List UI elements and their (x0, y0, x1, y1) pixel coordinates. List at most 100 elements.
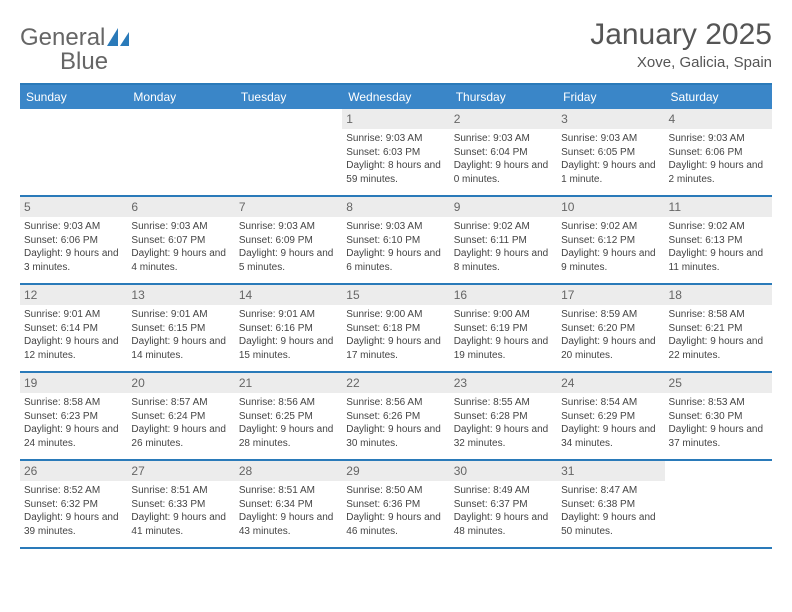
sunset-text: Sunset: 6:21 PM (669, 322, 768, 336)
day-number: 15 (342, 285, 449, 305)
sunset-text: Sunset: 6:23 PM (24, 410, 123, 424)
day-number: 12 (20, 285, 127, 305)
day-number: 9 (450, 197, 557, 217)
daylight-text: Daylight: 9 hours and 32 minutes. (454, 423, 553, 450)
sunset-text: Sunset: 6:28 PM (454, 410, 553, 424)
sunrise-text: Sunrise: 9:03 AM (239, 220, 338, 234)
daylight-text: Daylight: 9 hours and 14 minutes. (131, 335, 230, 362)
day-cell (235, 109, 342, 195)
sunrise-text: Sunrise: 9:03 AM (131, 220, 230, 234)
sunset-text: Sunset: 6:13 PM (669, 234, 768, 248)
sunset-text: Sunset: 6:09 PM (239, 234, 338, 248)
calendar: Sunday Monday Tuesday Wednesday Thursday… (20, 83, 772, 549)
sunrise-text: Sunrise: 9:03 AM (346, 220, 445, 234)
weekday-col: Monday (127, 85, 234, 109)
sunrise-text: Sunrise: 9:03 AM (454, 132, 553, 146)
day-cell: 13Sunrise: 9:01 AMSunset: 6:15 PMDayligh… (127, 285, 234, 371)
day-cell: 2Sunrise: 9:03 AMSunset: 6:04 PMDaylight… (450, 109, 557, 195)
sunset-text: Sunset: 6:16 PM (239, 322, 338, 336)
day-cell: 14Sunrise: 9:01 AMSunset: 6:16 PMDayligh… (235, 285, 342, 371)
day-number: 21 (235, 373, 342, 393)
sunset-text: Sunset: 6:37 PM (454, 498, 553, 512)
day-number: 18 (665, 285, 772, 305)
day-number: 2 (450, 109, 557, 129)
sunrise-text: Sunrise: 8:50 AM (346, 484, 445, 498)
sunset-text: Sunset: 6:30 PM (669, 410, 768, 424)
sunrise-text: Sunrise: 8:51 AM (131, 484, 230, 498)
day-cell (20, 109, 127, 195)
week-row: 26Sunrise: 8:52 AMSunset: 6:32 PMDayligh… (20, 461, 772, 549)
daylight-text: Daylight: 9 hours and 34 minutes. (561, 423, 660, 450)
day-cell: 3Sunrise: 9:03 AMSunset: 6:05 PMDaylight… (557, 109, 664, 195)
sunrise-text: Sunrise: 9:00 AM (454, 308, 553, 322)
day-number: 22 (342, 373, 449, 393)
sunset-text: Sunset: 6:04 PM (454, 146, 553, 160)
daylight-text: Daylight: 9 hours and 22 minutes. (669, 335, 768, 362)
sunset-text: Sunset: 6:38 PM (561, 498, 660, 512)
sunset-text: Sunset: 6:20 PM (561, 322, 660, 336)
sunrise-text: Sunrise: 9:01 AM (24, 308, 123, 322)
sail-icon (107, 28, 129, 48)
brand-logo: General Blue (20, 24, 129, 52)
sunrise-text: Sunrise: 8:55 AM (454, 396, 553, 410)
daylight-text: Daylight: 8 hours and 59 minutes. (346, 159, 445, 186)
day-cell: 9Sunrise: 9:02 AMSunset: 6:11 PMDaylight… (450, 197, 557, 283)
week-row: 5Sunrise: 9:03 AMSunset: 6:06 PMDaylight… (20, 197, 772, 285)
sunset-text: Sunset: 6:11 PM (454, 234, 553, 248)
sunset-text: Sunset: 6:32 PM (24, 498, 123, 512)
sunset-text: Sunset: 6:29 PM (561, 410, 660, 424)
daylight-text: Daylight: 9 hours and 28 minutes. (239, 423, 338, 450)
sunrise-text: Sunrise: 9:02 AM (669, 220, 768, 234)
day-cell: 20Sunrise: 8:57 AMSunset: 6:24 PMDayligh… (127, 373, 234, 459)
sunset-text: Sunset: 6:03 PM (346, 146, 445, 160)
sunrise-text: Sunrise: 9:02 AM (561, 220, 660, 234)
week-row: 19Sunrise: 8:58 AMSunset: 6:23 PMDayligh… (20, 373, 772, 461)
sunset-text: Sunset: 6:07 PM (131, 234, 230, 248)
week-row: 1Sunrise: 9:03 AMSunset: 6:03 PMDaylight… (20, 109, 772, 197)
sunrise-text: Sunrise: 9:03 AM (669, 132, 768, 146)
day-cell: 12Sunrise: 9:01 AMSunset: 6:14 PMDayligh… (20, 285, 127, 371)
daylight-text: Daylight: 9 hours and 50 minutes. (561, 511, 660, 538)
weekday-col: Saturday (665, 85, 772, 109)
day-number: 6 (127, 197, 234, 217)
daylight-text: Daylight: 9 hours and 41 minutes. (131, 511, 230, 538)
daylight-text: Daylight: 9 hours and 24 minutes. (24, 423, 123, 450)
day-cell: 16Sunrise: 9:00 AMSunset: 6:19 PMDayligh… (450, 285, 557, 371)
weekday-col: Thursday (450, 85, 557, 109)
sunrise-text: Sunrise: 8:58 AM (24, 396, 123, 410)
sunset-text: Sunset: 6:33 PM (131, 498, 230, 512)
daylight-text: Daylight: 9 hours and 5 minutes. (239, 247, 338, 274)
day-number: 27 (127, 461, 234, 481)
day-cell: 5Sunrise: 9:03 AMSunset: 6:06 PMDaylight… (20, 197, 127, 283)
daylight-text: Daylight: 9 hours and 6 minutes. (346, 247, 445, 274)
daylight-text: Daylight: 9 hours and 11 minutes. (669, 247, 768, 274)
daylight-text: Daylight: 9 hours and 39 minutes. (24, 511, 123, 538)
sunrise-text: Sunrise: 9:01 AM (131, 308, 230, 322)
day-cell: 27 Sunrise: 8:51 AMSunset: 6:33 PMDayligh… (127, 461, 234, 547)
weeks-container: 1Sunrise: 9:03 AMSunset: 6:03 PMDaylight… (20, 109, 772, 549)
day-number: 30 (450, 461, 557, 481)
sunset-text: Sunset: 6:25 PM (239, 410, 338, 424)
day-number: 31 (557, 461, 664, 481)
day-number: 7 (235, 197, 342, 217)
title-block: January 2025 Xove, Galicia, Spain (590, 18, 772, 71)
sunrise-text: Sunrise: 8:56 AM (239, 396, 338, 410)
weekday-header: Sunday Monday Tuesday Wednesday Thursday… (20, 85, 772, 109)
sunrise-text: Sunrise: 9:01 AM (239, 308, 338, 322)
day-cell: 10Sunrise: 9:02 AMSunset: 6:12 PMDayligh… (557, 197, 664, 283)
sunrise-text: Sunrise: 8:57 AM (131, 396, 230, 410)
month-title: January 2025 (590, 18, 772, 52)
day-number: 3 (557, 109, 664, 129)
day-cell: 17Sunrise: 8:59 AMSunset: 6:20 PMDayligh… (557, 285, 664, 371)
weekday-col: Friday (557, 85, 664, 109)
day-cell: 29Sunrise: 8:50 AMSunset: 6:36 PMDayligh… (342, 461, 449, 547)
sunrise-text: Sunrise: 8:47 AM (561, 484, 660, 498)
daylight-text: Daylight: 9 hours and 3 minutes. (24, 247, 123, 274)
day-cell: 24Sunrise: 8:54 AMSunset: 6:29 PMDayligh… (557, 373, 664, 459)
sunrise-text: Sunrise: 8:56 AM (346, 396, 445, 410)
sunset-text: Sunset: 6:10 PM (346, 234, 445, 248)
sunset-text: Sunset: 6:05 PM (561, 146, 660, 160)
sunrise-text: Sunrise: 9:02 AM (454, 220, 553, 234)
sunset-text: Sunset: 6:18 PM (346, 322, 445, 336)
day-cell: 18Sunrise: 8:58 AMSunset: 6:21 PMDayligh… (665, 285, 772, 371)
